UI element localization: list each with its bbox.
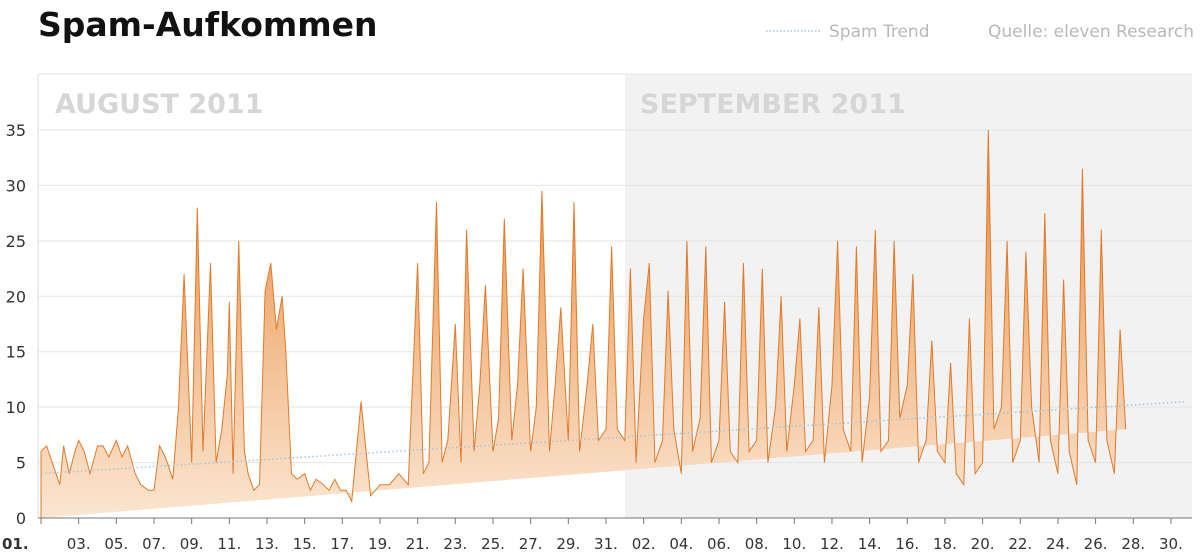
x-tick-label: 21.: [406, 535, 430, 553]
x-tick-label: 28.: [1121, 535, 1145, 553]
x-tick-label: 08.: [745, 535, 769, 553]
y-tick-label: 35: [6, 121, 26, 140]
x-tick-label: 25.: [481, 535, 505, 553]
chart-title: Spam-Aufkommen: [38, 5, 378, 44]
x-tick-label: 01.: [2, 535, 29, 553]
month-label-august: AUGUST 2011: [55, 89, 264, 120]
x-tick-label: 30.: [1159, 535, 1183, 553]
x-tick-label: 03.: [67, 535, 91, 553]
x-tick-label: 16.: [895, 535, 919, 553]
x-tick-label: 10.: [782, 535, 806, 553]
x-tick-label: 22.: [1008, 535, 1032, 553]
trend-line: [40, 400, 1187, 475]
x-tick-label: 15.: [293, 535, 317, 553]
y-tick-label: 0: [16, 509, 26, 528]
x-tick-label: 31.: [594, 535, 618, 553]
x-tick-label: 11.: [217, 535, 241, 553]
x-tick-label: 18.: [933, 535, 957, 553]
y-tick-label: 20: [6, 287, 26, 306]
x-axis: 01. 03. 05. 07. 09. 11. 13. 15. 17. 19. 21. 23. 25. 2…: [2, 518, 1183, 553]
y-tick-label: 25: [6, 232, 26, 251]
x-tick-label: 29.: [556, 535, 580, 553]
x-tick-label: 19.: [368, 535, 392, 553]
x-tick-label: 05.: [104, 535, 128, 553]
x-tick-label: 20.: [971, 535, 995, 553]
x-tick-label: 07.: [142, 535, 166, 553]
y-axis: 0 5 10 15 20 25 30 35: [6, 121, 26, 528]
x-tick-label: 13.: [255, 535, 279, 553]
y-tick-label: 10: [6, 398, 26, 417]
x-tick-label: 24.: [1046, 535, 1070, 553]
spam-area: [40, 129, 1127, 518]
x-tick-label: 12.: [820, 535, 844, 553]
legend-trend-label: Spam Trend: [829, 22, 930, 42]
month-label-september: SEPTEMBER 2011: [640, 89, 906, 120]
source-label: Quelle: eleven Research: [988, 22, 1194, 42]
x-tick-label: 26.: [1084, 535, 1108, 553]
y-tick-label: 30: [6, 176, 26, 195]
x-tick-label: 02.: [632, 535, 656, 553]
y-tick-label: 15: [6, 343, 26, 362]
x-tick-label: 09.: [180, 535, 204, 553]
x-tick-label: 04.: [669, 535, 693, 553]
x-tick-label: 23.: [443, 535, 467, 553]
y-tick-label: 5: [16, 454, 26, 473]
x-tick-label: 27.: [519, 535, 543, 553]
x-tick-label: 17.: [330, 535, 354, 553]
x-tick-label: 06.: [707, 535, 731, 553]
x-tick-label: 14.: [858, 535, 882, 553]
